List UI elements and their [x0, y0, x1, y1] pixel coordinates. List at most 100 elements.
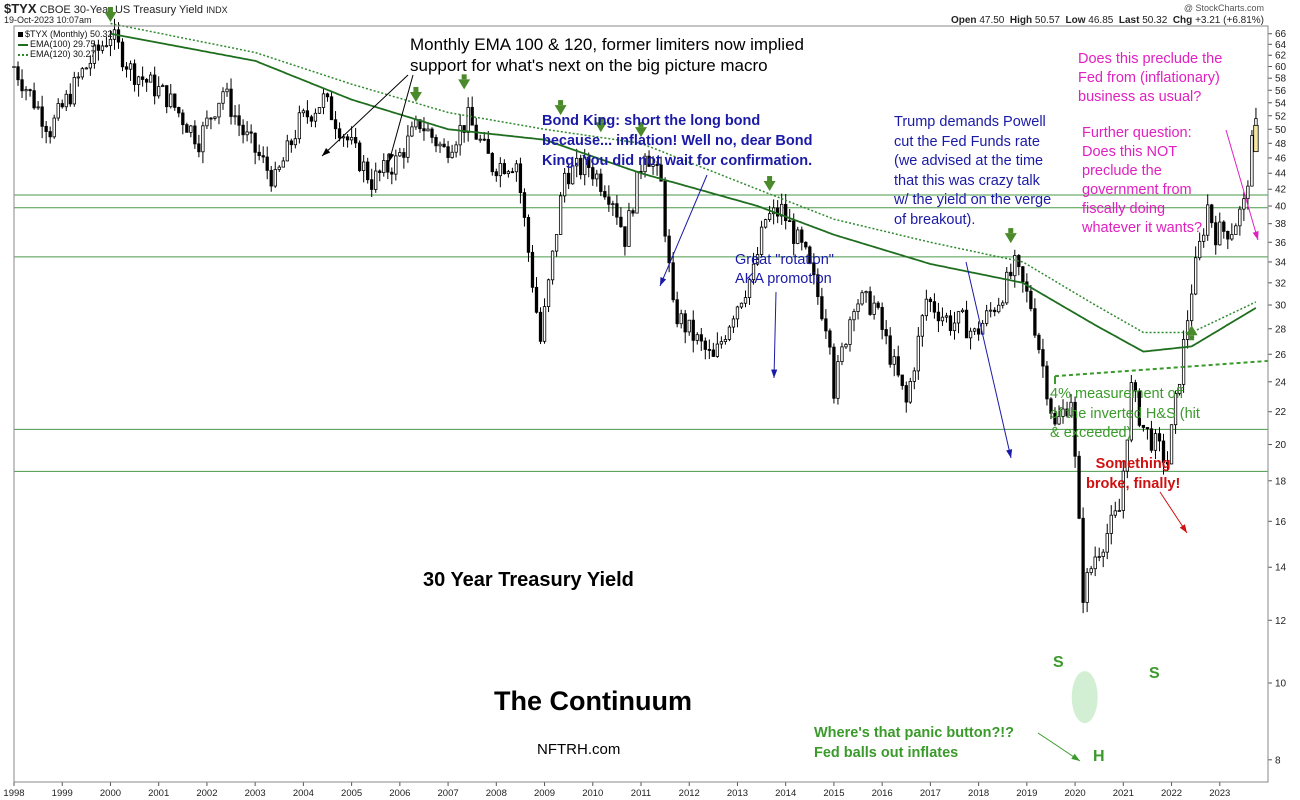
chart-title: 30 Year Treasury Yield: [423, 569, 634, 591]
candle-body: [1093, 556, 1097, 570]
candle-body: [864, 291, 868, 294]
candle-body: [1081, 517, 1085, 603]
candle-body: [550, 250, 555, 281]
candle-body: [52, 117, 56, 138]
candle-body: [1013, 255, 1017, 277]
candle-body: [695, 334, 699, 341]
candle-body: [1230, 234, 1234, 240]
chg-value: +3.21 (+6.81%): [1195, 15, 1264, 26]
candle-body: [635, 170, 639, 214]
candle-body: [1125, 439, 1129, 472]
y-tick-label: 44: [1275, 169, 1287, 180]
candle-body: [707, 349, 711, 351]
candle-body: [703, 340, 707, 350]
candle-body: [454, 144, 458, 153]
candle-body: [398, 152, 402, 157]
ema120-line: [110, 22, 1257, 334]
candle-body: [767, 213, 772, 220]
y-tick-label: 50: [1275, 125, 1287, 136]
candle-body: [554, 234, 559, 252]
candle-body: [1009, 271, 1013, 277]
credit[interactable]: @ StockCharts.com: [1183, 3, 1264, 13]
x-tick-label: 2014: [775, 788, 796, 799]
y-tick-label: 48: [1275, 139, 1287, 150]
markers: [104, 7, 1198, 724]
x-tick-label: 2001: [148, 788, 169, 799]
y-tick-label: 28: [1275, 324, 1287, 335]
y-tick-label: 56: [1275, 86, 1287, 97]
candle-body: [719, 341, 724, 345]
plot-frame: [13, 25, 1269, 783]
y-tick-label: 46: [1275, 153, 1287, 164]
neckline: [1053, 359, 1269, 385]
candle-body: [607, 196, 611, 205]
candle-body: [671, 262, 675, 301]
candle-body: [378, 170, 382, 174]
candle-body: [301, 110, 306, 114]
candle-body: [928, 298, 933, 303]
candle-body: [844, 343, 848, 348]
candle-body: [896, 356, 900, 376]
candle-body: [337, 128, 342, 139]
arrow-stem: [558, 100, 564, 106]
arrow-stem: [1189, 335, 1195, 341]
candle-body: [759, 226, 764, 255]
candle-body: [1105, 533, 1109, 553]
y-tick-label: 18: [1275, 476, 1287, 487]
candle-body: [667, 235, 671, 264]
ema-note: Monthly EMA 100 & 120, former limiters n…: [410, 35, 804, 75]
candle-body: [776, 207, 780, 217]
arrow-stem: [413, 86, 419, 92]
candle-body: [149, 74, 153, 83]
candle-body: [1117, 510, 1121, 512]
x-tick-label: 2013: [727, 788, 748, 799]
candle-body: [575, 157, 579, 167]
y-tick-label: 32: [1275, 278, 1287, 289]
candle-body: [169, 93, 173, 108]
annotation-arrows: [321, 74, 1259, 762]
candle-body: [960, 309, 965, 313]
green-down-arrow: [409, 91, 422, 102]
candle-body: [213, 116, 217, 119]
candle-body: [209, 117, 213, 120]
candle-body: [747, 279, 752, 298]
candle-body: [1101, 551, 1105, 557]
candle-body: [370, 179, 374, 190]
candle-body: [124, 66, 129, 70]
candle-body: [257, 151, 261, 157]
exchange: INDX: [206, 5, 228, 15]
high-label: High: [1009, 15, 1033, 26]
candle-body: [237, 115, 241, 126]
candle-body: [1165, 462, 1170, 465]
y-tick-label: 26: [1275, 350, 1287, 361]
y-tick-label: 38: [1275, 219, 1287, 230]
candle-body: [1033, 308, 1037, 336]
x-tick-label: 2017: [920, 788, 941, 799]
candle-body: [450, 151, 454, 158]
candle-body: [1238, 208, 1242, 227]
candle-body: [522, 192, 527, 218]
candle-body: [333, 119, 338, 130]
candle-body: [293, 138, 297, 146]
candle-body: [506, 171, 511, 175]
candle-body: [1173, 393, 1178, 426]
x-tick-label: 2022: [1161, 788, 1182, 799]
green-down-arrow: [1004, 233, 1017, 244]
candle-body: [571, 165, 575, 185]
candle-body: [1250, 135, 1254, 187]
y-tick-label: 62: [1275, 51, 1287, 62]
candle-body: [229, 88, 233, 117]
last-label: Last: [1118, 15, 1140, 26]
legend-ema120: EMA(120) 30.27: [18, 49, 113, 59]
head-label: H: [1093, 748, 1105, 765]
candle-body: [623, 226, 627, 247]
x-tick-label: 2019: [1016, 788, 1037, 799]
candle-body: [530, 251, 535, 288]
candle-body: [828, 330, 832, 348]
candle-body: [880, 307, 884, 330]
candle-body: [410, 126, 414, 137]
candle-body: [976, 328, 981, 335]
candle-body: [277, 166, 281, 170]
candle-body: [189, 125, 193, 133]
